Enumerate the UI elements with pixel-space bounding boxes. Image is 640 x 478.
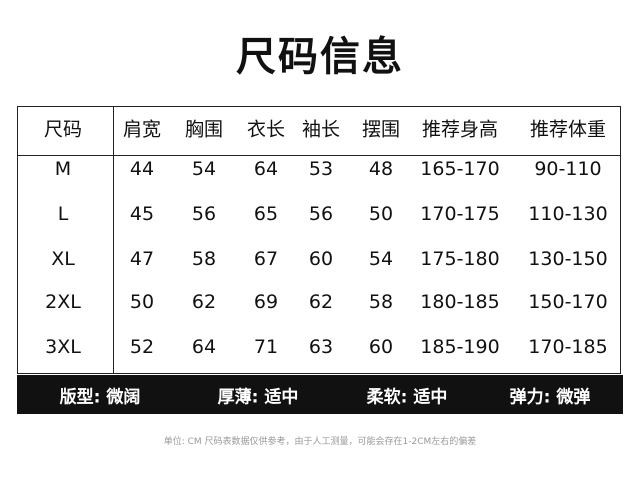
table-cell: 50 [368, 203, 394, 225]
table-cell: 64 [191, 336, 217, 358]
column-header: 袖长 [301, 118, 341, 141]
column-header: 尺码 [43, 118, 83, 141]
size-label: 3XL [45, 336, 81, 358]
table-cell: 60 [308, 248, 334, 270]
table-cell: 175-180 [420, 248, 500, 270]
column-header: 推荐体重 [529, 118, 607, 141]
table-cell: 54 [368, 248, 394, 270]
table-cell: 150-170 [528, 291, 608, 313]
size-label: M [54, 158, 72, 180]
table-cell: 44 [129, 158, 155, 180]
column-header: 肩宽 [122, 118, 162, 141]
attribute-fit: 版型: 微阔 [59, 387, 141, 407]
table-cell: 56 [308, 203, 334, 225]
column-header: 胸围 [184, 118, 224, 141]
size-label: 2XL [45, 291, 81, 313]
attributes-bar: 版型: 微阔 厚薄: 适中 柔软: 适中 弹力: 微弹 [17, 375, 623, 414]
attribute-thickness: 厚薄: 适中 [217, 387, 299, 407]
table-cell: 47 [129, 248, 155, 270]
table-cell: 90-110 [534, 158, 602, 180]
column-header: 推荐身高 [421, 118, 499, 141]
table-cell: 65 [253, 203, 279, 225]
table-cell: 62 [191, 291, 217, 313]
table-cell: 48 [368, 158, 394, 180]
table-cell: 53 [308, 158, 334, 180]
table-cell: 69 [253, 291, 279, 313]
divider [18, 155, 620, 156]
page-title: 尺码信息 [236, 34, 404, 80]
table-cell: 130-150 [528, 248, 608, 270]
column-header: 衣长 [246, 118, 286, 141]
table-cell: 170-185 [528, 336, 608, 358]
table-cell: 64 [253, 158, 279, 180]
table-cell: 165-170 [420, 158, 500, 180]
column-header: 摆围 [361, 118, 401, 141]
table-cell: 45 [129, 203, 155, 225]
table-cell: 185-190 [420, 336, 500, 358]
size-label: L [57, 203, 69, 225]
table-cell: 71 [253, 336, 279, 358]
table-cell: 50 [129, 291, 155, 313]
table-cell: 63 [308, 336, 334, 358]
attribute-softness: 柔软: 适中 [366, 387, 448, 407]
table-cell: 110-130 [528, 203, 608, 225]
table-cell: 58 [191, 248, 217, 270]
table-cell: 62 [308, 291, 334, 313]
table-cell: 54 [191, 158, 217, 180]
table-cell: 58 [368, 291, 394, 313]
size-table: 尺码 肩宽 胸围 衣长 袖长 摆围 推荐身高 推荐体重 M 44 54 64 53 48 165-170 90… [17, 106, 621, 374]
size-label: XL [51, 248, 75, 270]
divider [113, 107, 114, 373]
footnote: 单位: CM 尺码表数据仅供参考，由于人工测量，可能会存在1-2CM左右的偏差 [163, 437, 477, 447]
table-cell: 60 [368, 336, 394, 358]
attribute-elasticity: 弹力: 微弹 [509, 387, 591, 407]
table-cell: 67 [253, 248, 279, 270]
table-cell: 180-185 [420, 291, 500, 313]
table-cell: 52 [129, 336, 155, 358]
table-cell: 170-175 [420, 203, 500, 225]
table-cell: 56 [191, 203, 217, 225]
